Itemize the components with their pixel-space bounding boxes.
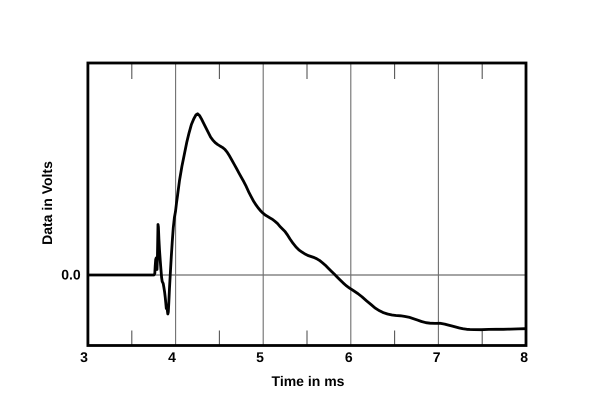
svg-text:4: 4: [168, 349, 176, 365]
svg-text:Time in ms: Time in ms: [272, 373, 345, 389]
svg-text:0.0: 0.0: [61, 267, 81, 283]
svg-text:5: 5: [256, 349, 264, 365]
svg-text:Data in Volts: Data in Volts: [39, 161, 55, 245]
svg-text:8: 8: [520, 349, 528, 365]
svg-text:7: 7: [433, 349, 441, 365]
svg-text:6: 6: [345, 349, 353, 365]
svg-text:3: 3: [80, 349, 88, 365]
